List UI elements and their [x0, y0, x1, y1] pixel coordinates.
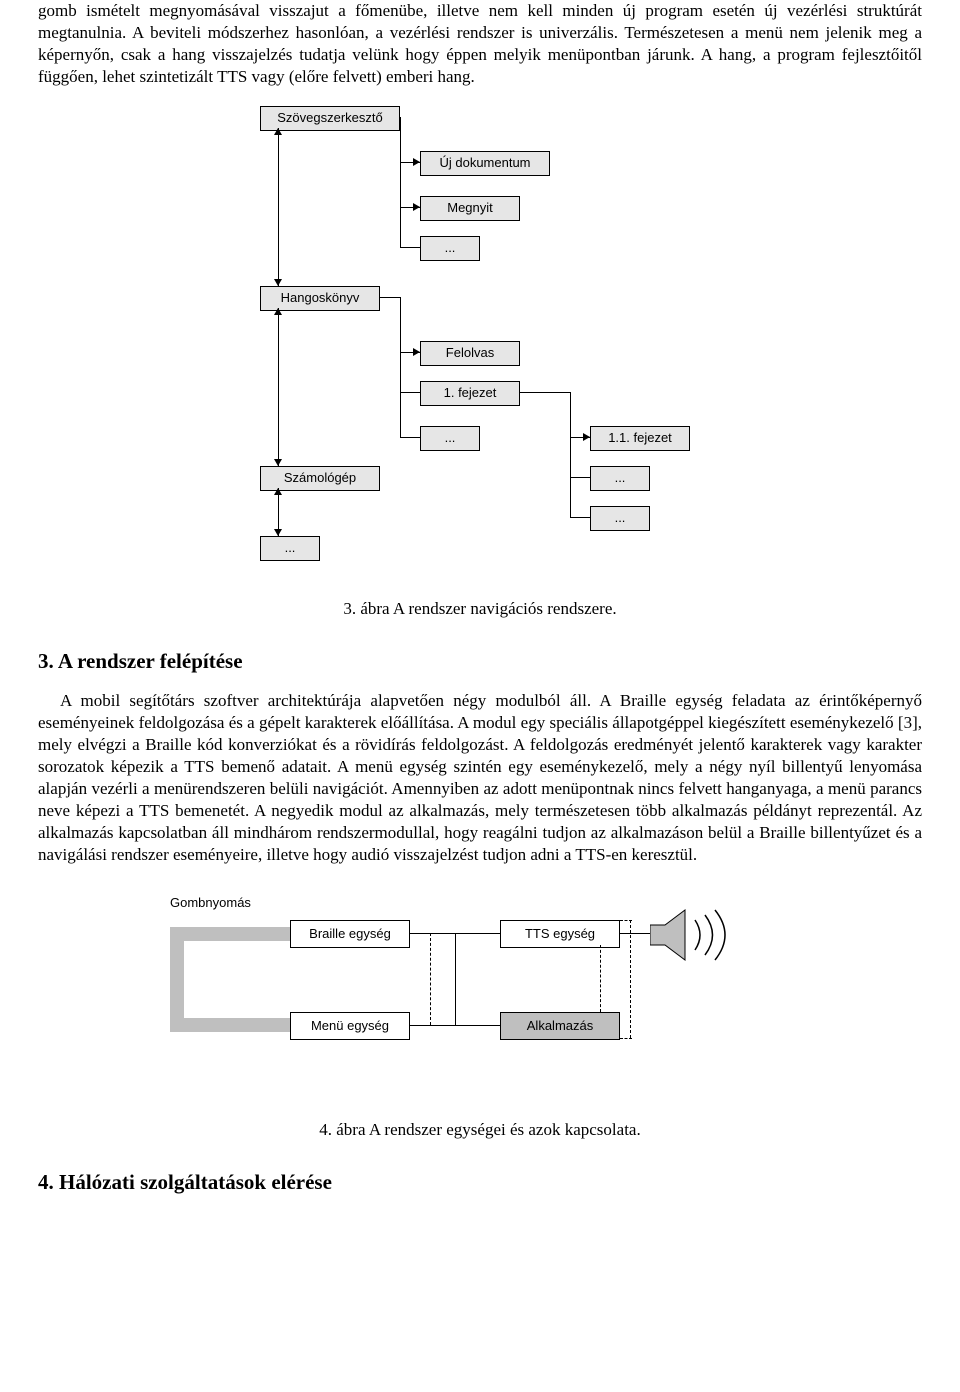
- node-dots-2: ...: [420, 426, 480, 451]
- heading-3: 3. A rendszer felépítése: [38, 648, 922, 675]
- node-dots-1: ...: [420, 236, 480, 261]
- label-gombnyomas: Gombnyomás: [170, 895, 251, 912]
- paragraph-1: gomb ismételt megnyomásával visszajut a …: [38, 0, 922, 88]
- node-dots-bottom: ...: [260, 536, 320, 561]
- paragraph-2: A mobil segítőtárs szoftver architektúrá…: [38, 690, 922, 867]
- node-megnyit: Megnyit: [420, 196, 520, 221]
- node-11-fejezet: 1.1. fejezet: [590, 426, 690, 451]
- figure-3-navigation: Szövegszerkesztő Hangoskönyv Számológép …: [200, 106, 760, 586]
- box-tts: TTS egység: [500, 920, 620, 949]
- figure-4-caption: 4. ábra A rendszer egységei és azok kapc…: [38, 1119, 922, 1141]
- figure-4-system: Gombnyomás Braille egység TTS egység Men…: [130, 887, 830, 1107]
- node-dots-3b: ...: [590, 506, 650, 531]
- speaker-icon: [650, 905, 760, 965]
- box-menu: Menü egység: [290, 1012, 410, 1041]
- figure-3-caption: 3. ábra A rendszer navigációs rendszere.: [38, 598, 922, 620]
- box-braille: Braille egység: [290, 920, 410, 949]
- heading-4: 4. Hálózati szolgáltatások elérése: [38, 1169, 922, 1196]
- node-felolvas: Felolvas: [420, 341, 520, 366]
- node-uj-dokumentum: Új dokumentum: [420, 151, 550, 176]
- node-1-fejezet: 1. fejezet: [420, 381, 520, 406]
- node-dots-3a: ...: [590, 466, 650, 491]
- box-alkalmazas: Alkalmazás: [500, 1012, 620, 1041]
